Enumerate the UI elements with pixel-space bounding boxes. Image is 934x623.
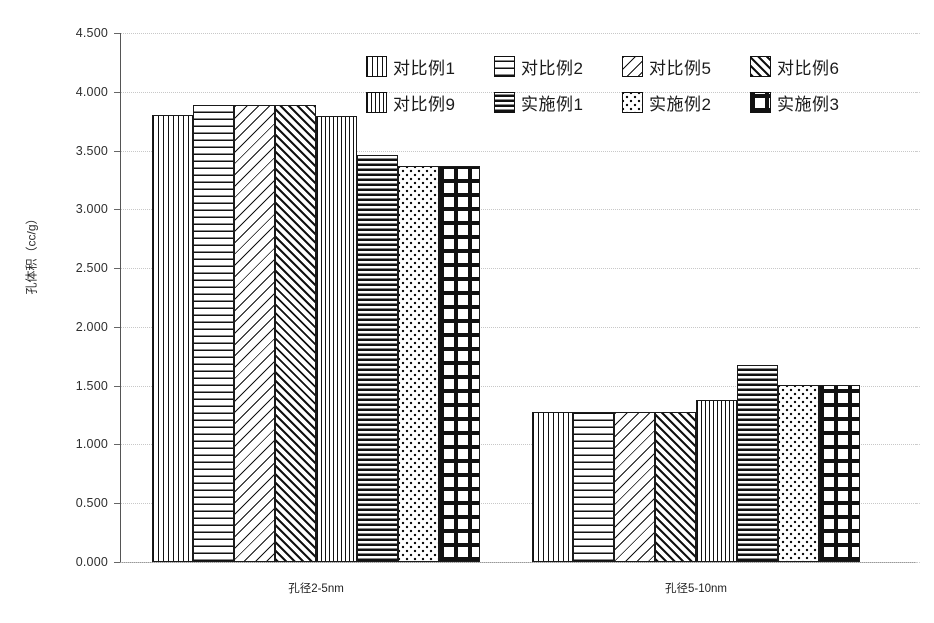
bar	[357, 155, 398, 562]
legend-item[interactable]: 对比例6	[750, 54, 878, 79]
page-edge-mark	[916, 268, 920, 270]
y-axis-title: 孔体积（cc/g）	[18, 185, 44, 325]
legend-item[interactable]: 对比例2	[494, 54, 622, 79]
bar	[532, 411, 573, 562]
legend-label: 对比例6	[777, 58, 840, 78]
legend-item[interactable]: 实施例2	[622, 90, 750, 115]
gridline	[121, 503, 918, 505]
plot-area	[120, 33, 918, 562]
bar	[819, 384, 860, 562]
y-axis-tick-mark	[114, 150, 120, 152]
bar	[655, 411, 696, 562]
y-axis-tick-label: 4.000	[75, 84, 108, 99]
legend-label: 对比例1	[393, 58, 456, 78]
y-axis-tick-label: 2.000	[75, 319, 108, 334]
page-edge-mark	[916, 503, 920, 505]
bar	[234, 104, 275, 562]
bar	[778, 384, 819, 562]
bar	[696, 399, 737, 562]
legend-item[interactable]: 对比例9	[366, 90, 494, 115]
legend-label: 实施例1	[521, 94, 584, 114]
legend-swatch-dense-horizontal-lines-icon	[494, 91, 515, 113]
y-axis-title-label: 孔体积（cc/g）	[24, 212, 39, 295]
y-axis-tick-mark	[114, 326, 120, 328]
bar	[316, 116, 357, 562]
bar	[573, 411, 614, 562]
bar	[152, 115, 193, 562]
y-axis-tick-label: 2.500	[75, 261, 108, 276]
legend-item[interactable]: 实施例1	[494, 90, 622, 115]
bar	[398, 165, 439, 562]
y-axis-tick-mark	[114, 209, 120, 211]
bar	[275, 104, 316, 562]
y-axis-tick-label: 3.500	[75, 143, 108, 158]
page-edge-mark	[916, 33, 920, 34]
y-axis-tick-label: 3.000	[75, 202, 108, 217]
y-axis-tick-mark	[114, 444, 120, 446]
page-edge-mark	[916, 150, 920, 152]
legend-swatch-sparse-back-diagonal-icon	[622, 55, 643, 77]
legend-item[interactable]: 对比例1	[366, 54, 494, 79]
y-axis-tick-label: 1.000	[75, 437, 108, 452]
legend: 对比例1 对比例2 对比例5 对比例6 对比例9 实施例1 实施例2 实施例3	[366, 48, 878, 120]
page-edge-mark	[916, 562, 920, 563]
y-axis-tick-label: 0.000	[75, 555, 108, 569]
legend-swatch-checker-blocks-icon	[750, 91, 771, 113]
legend-label: 实施例3	[777, 94, 840, 114]
page-edge-mark	[916, 444, 920, 446]
legend-label: 对比例2	[521, 58, 584, 78]
y-axis-tick-label: 0.500	[75, 496, 108, 511]
x-axis-group-label: 孔径2-5nm	[288, 583, 344, 595]
gridline	[121, 444, 918, 446]
gridline	[121, 150, 918, 152]
legend-item[interactable]: 实施例3	[750, 90, 878, 115]
bar	[193, 104, 234, 562]
page-edge-mark	[916, 326, 920, 328]
legend-swatch-horizontal-lines-icon	[494, 55, 515, 77]
bar	[737, 364, 778, 562]
legend-swatch-speckle-icon	[622, 91, 643, 113]
bar	[439, 165, 480, 562]
legend-swatch-vertical-narrow-lines-icon	[366, 91, 387, 113]
legend-label: 对比例9	[393, 94, 456, 114]
gridline	[121, 385, 918, 387]
legend-label: 实施例2	[649, 94, 712, 114]
y-axis-tick-mark	[114, 562, 120, 563]
gridline	[121, 562, 918, 563]
y-axis-tick-label: 1.500	[75, 378, 108, 393]
gridline	[121, 33, 918, 34]
gridline	[121, 326, 918, 328]
page-edge-mark	[916, 91, 920, 93]
gridline	[121, 91, 918, 93]
y-axis-tick-mark	[114, 91, 120, 93]
legend-label: 对比例5	[649, 58, 712, 78]
y-axis-tick-label: 4.500	[75, 26, 108, 40]
y-axis-line	[120, 33, 121, 563]
y-axis-tick-mark	[114, 268, 120, 270]
y-axis-tick-mark	[114, 503, 120, 505]
page-edge-mark	[916, 385, 920, 387]
page-edge-mark	[916, 209, 920, 211]
y-axis-tick-mark	[114, 33, 120, 34]
gridline	[121, 268, 918, 270]
legend-item[interactable]: 对比例5	[622, 54, 750, 79]
bar	[614, 411, 655, 562]
legend-swatch-vertical-thin-lines-icon	[366, 55, 387, 77]
x-axis-group-label: 孔径5-10nm	[665, 583, 727, 595]
gridline	[121, 209, 918, 211]
legend-swatch-dense-forward-diagonal-icon	[750, 55, 771, 77]
y-axis-tick-mark	[114, 385, 120, 387]
